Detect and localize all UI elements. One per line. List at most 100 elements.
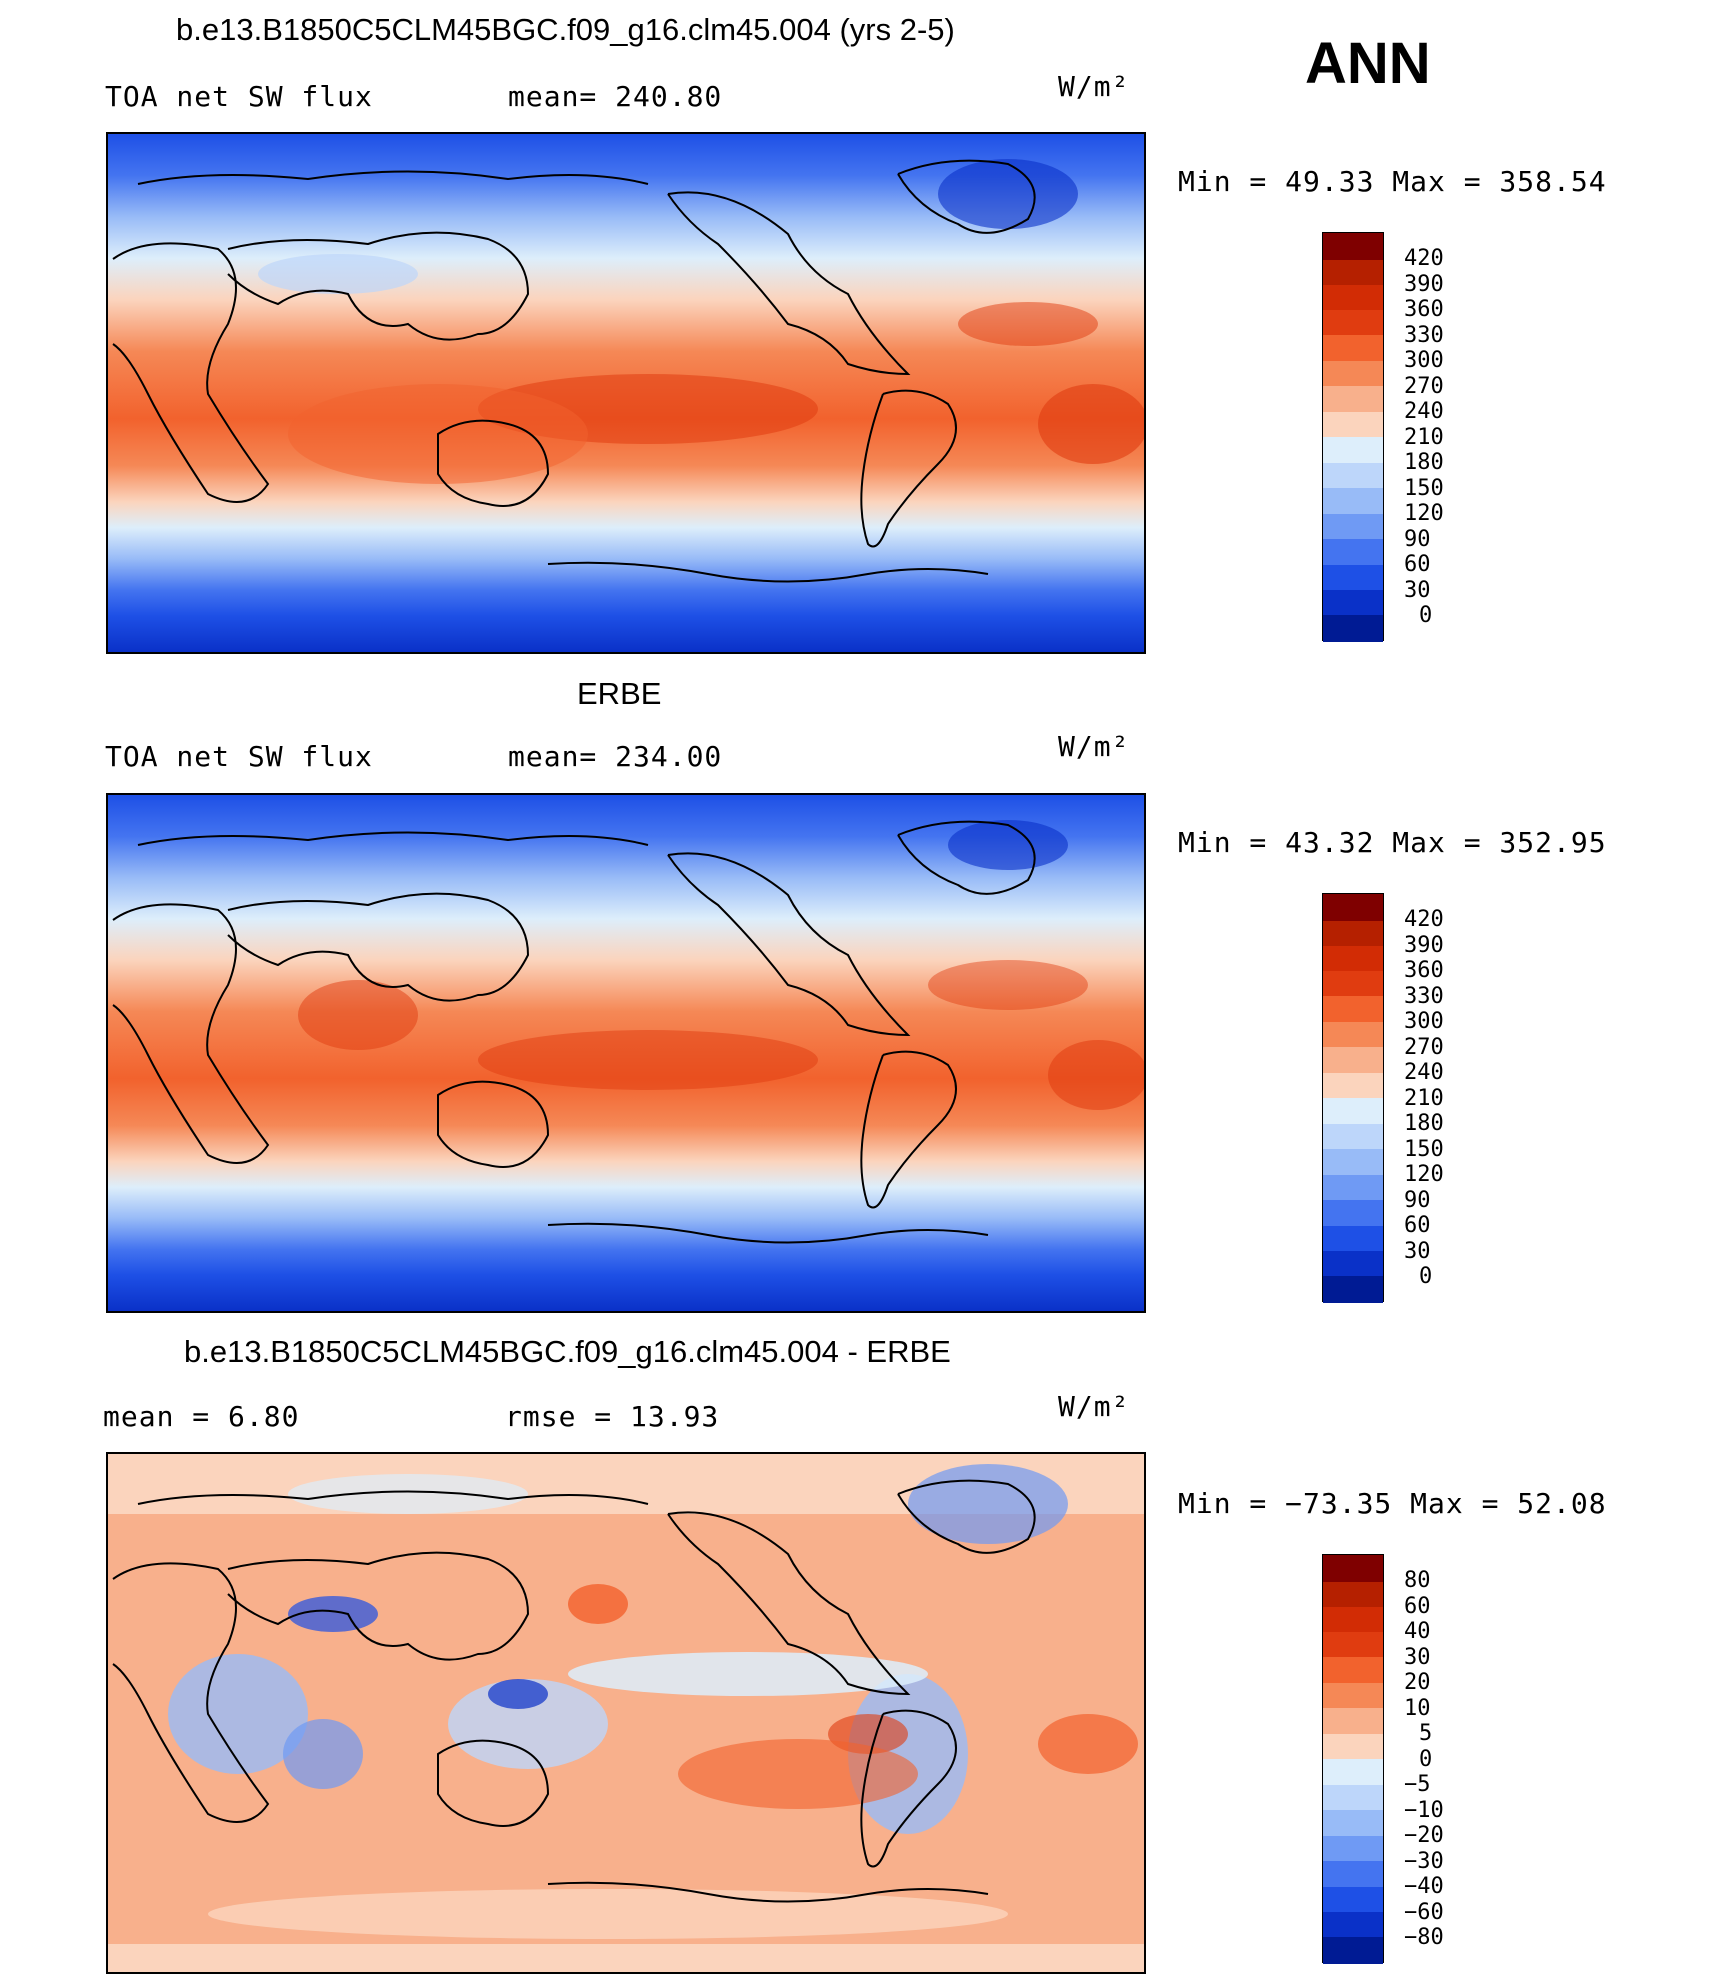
cb1-swatch — [1323, 361, 1383, 386]
cb3-tick: −5 — [1404, 1772, 1431, 1797]
cb2-tick: 420 — [1404, 907, 1444, 932]
cb3-tick: 5 — [1419, 1721, 1433, 1746]
cb1-tick: 420 — [1404, 246, 1444, 271]
cb3-swatch — [1323, 1785, 1383, 1810]
cb3-swatch — [1323, 1632, 1383, 1657]
panel-3-colorbar-labels: 80 60 40 30 20 10 5 0 −5 −10 −20 −30 −40… — [1404, 1568, 1444, 1951]
season-label: ANN — [1305, 31, 1431, 96]
cb1-tick: 180 — [1404, 450, 1444, 475]
cb3-swatch — [1323, 1555, 1383, 1582]
cb3-swatch — [1323, 1708, 1383, 1734]
panel-1-colorbar-labels: 420 390 360 330 300 270 240 210 180 150 … — [1404, 246, 1444, 629]
cb2-swatch — [1323, 894, 1383, 921]
cb1-tick: 90 — [1404, 526, 1431, 552]
panel-3-map — [106, 1452, 1146, 1974]
panel-3-units-label: W/m² — [1058, 1390, 1130, 1423]
panel-2-map-svg — [108, 795, 1144, 1311]
cb3-swatch — [1323, 1937, 1383, 1964]
panel-3-stats: Min = −73.35 Max = 52.08 — [1178, 1487, 1607, 1520]
cb1-tick: 330 — [1404, 322, 1444, 348]
cb1-tick: 360 — [1404, 297, 1444, 322]
panel-1-title: b.e13.B1850C5CLM45BGC.f09_g16.clm45.004 … — [176, 12, 955, 47]
cb2-tick: 330 — [1404, 983, 1444, 1009]
cb2-swatch — [1323, 1276, 1383, 1303]
cb1-swatch — [1323, 412, 1383, 437]
cb2-tick: 210 — [1404, 1085, 1444, 1111]
panel-2-colorbar-labels: 420 390 360 330 300 270 240 210 180 150 … — [1404, 907, 1444, 1290]
cb3-tick: −20 — [1404, 1823, 1444, 1848]
panel-3-title: b.e13.B1850C5CLM45BGC.f09_g16.clm45.004 … — [184, 1334, 951, 1369]
cb1-swatch — [1323, 590, 1383, 615]
cb3-tick: 40 — [1404, 1619, 1431, 1644]
cb2-swatch — [1323, 1175, 1383, 1200]
panel-2-map — [106, 793, 1146, 1313]
cb3-tick: −30 — [1404, 1848, 1444, 1874]
cb1-tick: 240 — [1404, 399, 1444, 424]
panel-2-units-label: W/m² — [1058, 730, 1130, 763]
cb2-swatch — [1323, 971, 1383, 996]
cb3-tick: 60 — [1404, 1593, 1431, 1619]
cb1-swatch — [1323, 488, 1383, 514]
cb1-swatch — [1323, 437, 1383, 463]
panel-1-units-label: W/m² — [1058, 70, 1130, 103]
cb2-tick: 30 — [1404, 1238, 1431, 1264]
cb2-tick: 360 — [1404, 958, 1444, 983]
cb2-swatch — [1323, 1124, 1383, 1149]
cb2-tick: 300 — [1404, 1009, 1444, 1034]
cb3-tick: −10 — [1404, 1797, 1444, 1823]
cb1-tick: 270 — [1404, 373, 1444, 399]
cb1-tick: 210 — [1404, 424, 1444, 450]
cb2-tick: 90 — [1404, 1187, 1431, 1213]
cb1-swatch — [1323, 285, 1383, 310]
cb3-swatch — [1323, 1582, 1383, 1607]
cb1-swatch — [1323, 565, 1383, 590]
panel-2-stats: Min = 43.32 Max = 352.95 — [1178, 826, 1607, 859]
cb3-swatch — [1323, 1683, 1383, 1708]
cb1-tick: 0 — [1419, 603, 1433, 628]
cb2-tick: 180 — [1404, 1111, 1444, 1136]
cb2-tick: 390 — [1404, 932, 1444, 958]
cb2-swatch — [1323, 946, 1383, 971]
cb2-tick: 270 — [1404, 1034, 1444, 1060]
cb2-tick: 60 — [1404, 1213, 1431, 1238]
cb2-swatch — [1323, 1022, 1383, 1047]
panel-2-mean-label: mean= 234.00 — [508, 740, 723, 773]
cb3-swatch — [1323, 1861, 1383, 1887]
cb1-tick: 120 — [1404, 501, 1444, 526]
cb3-tick: 80 — [1404, 1568, 1431, 1593]
panel-1-stats: Min = 49.33 Max = 358.54 — [1178, 165, 1607, 198]
cb1-swatch — [1323, 335, 1383, 361]
cb3-swatch — [1323, 1887, 1383, 1912]
panel-1-mean-label: mean= 240.80 — [508, 80, 723, 113]
panel-3-map-svg — [108, 1454, 1144, 1972]
cb3-swatch — [1323, 1810, 1383, 1836]
panel-3-mean-label: mean = 6.80 — [103, 1400, 300, 1433]
cb2-tick: 240 — [1404, 1060, 1444, 1085]
panel-3-colorbar — [1322, 1554, 1384, 1964]
cb2-swatch — [1323, 996, 1383, 1022]
panel-2-title: ERBE — [577, 676, 662, 711]
cb2-tick: 150 — [1404, 1136, 1444, 1162]
cb1-swatch — [1323, 310, 1383, 335]
panel-2-variable-label: TOA net SW flux — [105, 740, 373, 773]
cb3-tick: 10 — [1404, 1695, 1431, 1721]
cb1-swatch — [1323, 514, 1383, 539]
cb2-swatch — [1323, 1098, 1383, 1124]
cb3-tick: 30 — [1404, 1644, 1431, 1670]
cb2-swatch — [1323, 1226, 1383, 1251]
cb3-tick: −60 — [1404, 1899, 1444, 1925]
cb3-swatch — [1323, 1734, 1383, 1759]
cb2-swatch — [1323, 1149, 1383, 1175]
panel-1-map — [106, 132, 1146, 654]
cb3-swatch — [1323, 1657, 1383, 1683]
cb1-tick: 60 — [1404, 552, 1431, 577]
cb3-tick: −80 — [1404, 1925, 1444, 1950]
panel-1-variable-label: TOA net SW flux — [105, 80, 373, 113]
cb3-swatch — [1323, 1912, 1383, 1937]
cb3-swatch — [1323, 1836, 1383, 1861]
cb2-tick: 0 — [1419, 1264, 1433, 1289]
cb3-tick: 20 — [1404, 1670, 1431, 1695]
panel-1-colorbar — [1322, 232, 1384, 642]
cb1-tick: 30 — [1404, 577, 1431, 603]
panel-1-map-svg — [108, 134, 1144, 652]
